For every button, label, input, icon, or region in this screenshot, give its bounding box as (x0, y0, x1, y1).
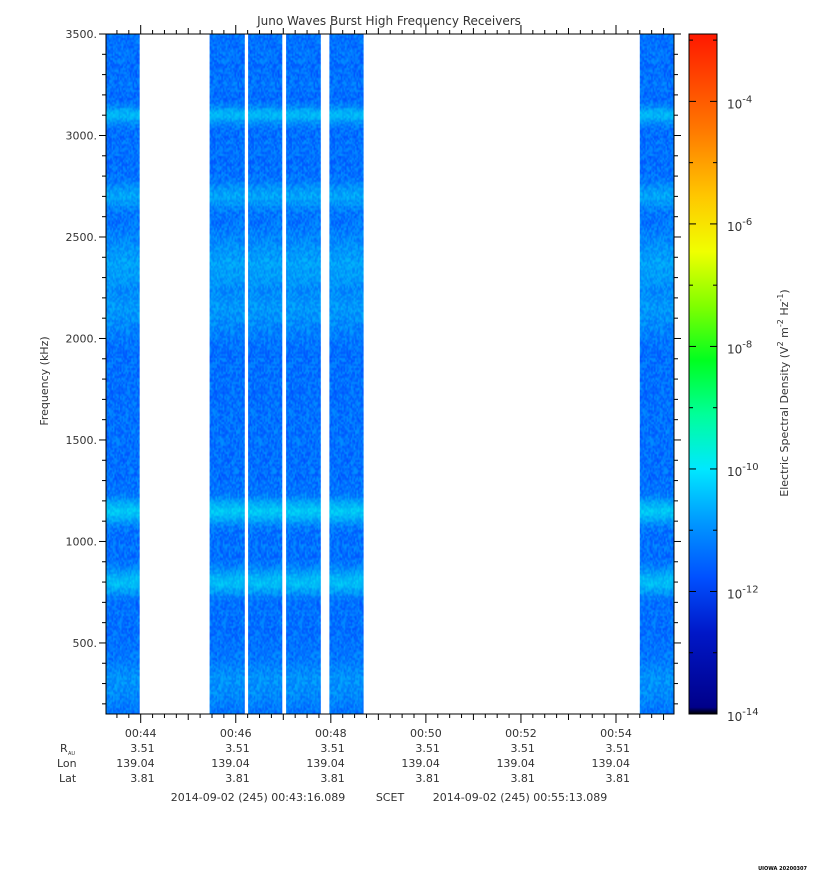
credit-label: UIOWA 20200307 (758, 866, 807, 872)
ephemeris-lat: 3.81 (606, 772, 631, 785)
ephemeris-lon: 139.04 (306, 757, 345, 770)
colorbar-tick-label: 10-8 (727, 339, 752, 356)
data-interval-1 (209, 34, 245, 714)
data-interval-5 (639, 34, 674, 714)
data-interval-4 (329, 34, 364, 714)
data-interval-2 (248, 34, 283, 714)
y-tick-label: 3000. (66, 129, 98, 142)
ephemeris-lon: 139.04 (496, 757, 535, 770)
colorbar-tick-label: 10-10 (727, 462, 759, 479)
ephemeris-lon: 139.04 (401, 757, 440, 770)
row-label-r-subscript: AU (68, 751, 75, 757)
data-intervals (106, 34, 674, 714)
ephemeris-r: 3.51 (606, 742, 631, 755)
ephemeris-lat: 3.81 (225, 772, 250, 785)
ephemeris-values: 3.51 139.04 3.81 3.51 139.04 3.81 3.51 139.04 3.… (116, 742, 630, 785)
time-range-system: SCET (376, 791, 405, 804)
row-label-lon: Lon (57, 757, 77, 770)
row-label-r: R (60, 742, 68, 755)
x-axis: 00:44 00:46 00:48 00:50 00:52 00:54 (116, 25, 665, 740)
colorbar-tick-label: 10-14 (727, 707, 759, 724)
x-tick-label: 00:54 (600, 727, 632, 740)
ephemeris-r: 3.51 (320, 742, 345, 755)
time-range: 2014-09-02 (245) 00:43:16.089 SCET 2014-… (171, 791, 607, 804)
colorbar-label: Electric Spectral Density (V2 m-2 Hz-1) (776, 289, 791, 496)
y-axis-label: Frequency (kHz) (38, 336, 51, 425)
ephemeris-r: 3.51 (225, 742, 250, 755)
y-tick-label: 2500. (66, 231, 98, 244)
y-axis: 500. 1000. 1500. 2000. 2500. 3000. 3500. (66, 28, 681, 705)
ephemeris-lon: 139.04 (211, 757, 250, 770)
x-tick-label: 00:44 (125, 727, 157, 740)
y-tick-label: 3500. (66, 28, 98, 41)
x-tick-label: 00:52 (505, 727, 537, 740)
ephemeris-lat: 3.81 (415, 772, 440, 785)
y-tick-label: 1000. (66, 535, 98, 548)
data-interval-0 (106, 34, 140, 714)
x-tick-label: 00:48 (315, 727, 347, 740)
chart-title: Juno Waves Burst High Frequency Receiver… (256, 14, 521, 28)
ephemeris-lat: 3.81 (320, 772, 345, 785)
ephemeris-r: 3.51 (130, 742, 155, 755)
colorbar-tick-label: 10-4 (727, 94, 752, 111)
colorbar-ticks: 10-14 10-12 10-10 10-8 10-6 10-4 (689, 39, 759, 724)
colorbar (688, 33, 718, 715)
ephemeris-lat: 3.81 (510, 772, 535, 785)
x-tick-label: 00:50 (410, 727, 442, 740)
ephemeris-row-labels: R AU Lon Lat (57, 742, 77, 785)
ephemeris-lon: 139.04 (592, 757, 631, 770)
y-tick-label: 1500. (66, 434, 98, 447)
ephemeris-lat: 3.81 (130, 772, 155, 785)
ephemeris-r: 3.51 (510, 742, 535, 755)
plot-frame (105, 33, 675, 715)
data-interval-3 (286, 34, 321, 714)
time-range-start: 2014-09-02 (245) 00:43:16.089 (171, 791, 345, 804)
x-tick-label: 00:46 (220, 727, 252, 740)
y-tick-label: 2000. (66, 332, 98, 345)
row-label-lat: Lat (59, 772, 77, 785)
ephemeris-r: 3.51 (415, 742, 440, 755)
ephemeris-lon: 139.04 (116, 757, 155, 770)
y-tick-label: 500. (73, 637, 98, 650)
time-range-end: 2014-09-02 (245) 00:55:13.089 (433, 791, 607, 804)
colorbar-tick-label: 10-6 (727, 217, 752, 234)
colorbar-tick-label: 10-12 (727, 584, 759, 601)
